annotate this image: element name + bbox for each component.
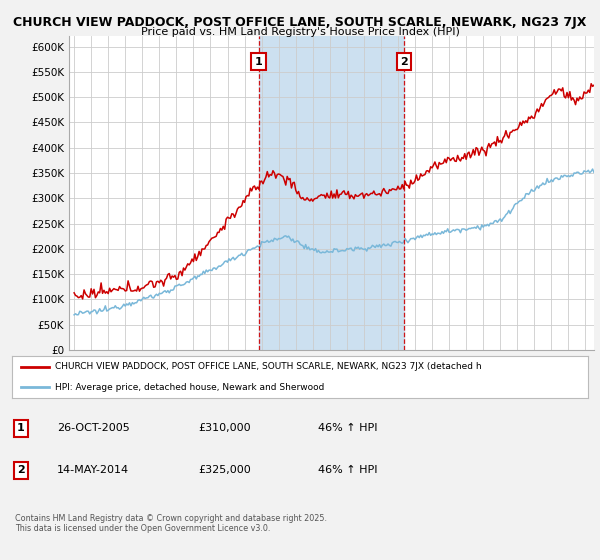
Text: CHURCH VIEW PADDOCK, POST OFFICE LANE, SOUTH SCARLE, NEWARK, NG23 7JX: CHURCH VIEW PADDOCK, POST OFFICE LANE, S… [13,16,587,29]
Text: HPI: Average price, detached house, Newark and Sherwood: HPI: Average price, detached house, Newa… [55,382,325,391]
Text: Contains HM Land Registry data © Crown copyright and database right 2025.
This d: Contains HM Land Registry data © Crown c… [15,514,327,534]
Text: 26-OCT-2005: 26-OCT-2005 [57,423,130,433]
Bar [259,36,404,350]
Text: 14-MAY-2014: 14-MAY-2014 [57,465,129,475]
Text: £325,000: £325,000 [198,465,251,475]
Text: 1: 1 [254,57,262,67]
Text: 46% ↑ HPI: 46% ↑ HPI [318,423,377,433]
Text: 2: 2 [400,57,408,67]
Text: £310,000: £310,000 [198,423,251,433]
Text: 2: 2 [17,465,25,475]
Text: CHURCH VIEW PADDOCK, POST OFFICE LANE, SOUTH SCARLE, NEWARK, NG23 7JX (detached : CHURCH VIEW PADDOCK, POST OFFICE LANE, S… [55,362,482,371]
Text: Price paid vs. HM Land Registry's House Price Index (HPI): Price paid vs. HM Land Registry's House … [140,27,460,37]
Text: 46% ↑ HPI: 46% ↑ HPI [318,465,377,475]
Text: 1: 1 [17,423,25,433]
